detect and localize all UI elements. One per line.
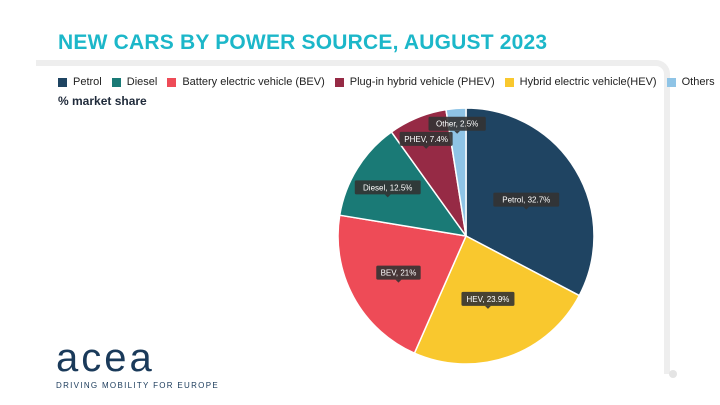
legend-swatch: [167, 77, 177, 87]
legend-label: Diesel: [126, 76, 158, 88]
data-label-box: [399, 131, 453, 146]
data-label-box: [461, 291, 515, 306]
legend-item: Plug-in hybrid vehicle (PHEV): [334, 76, 495, 88]
legend-label: Petrol: [73, 76, 102, 88]
data-label-text: Diesel, 12.5%: [363, 183, 412, 192]
data-label-box: [354, 180, 421, 195]
legend-item: Petrol: [58, 76, 102, 88]
acea-logo: acea DRIVING MOBILITY FOR EUROPE: [56, 338, 219, 390]
legend-label: Others: [681, 76, 715, 88]
legend-item: Hybrid electric vehicle(HEV): [504, 76, 657, 88]
chart-frame: [36, 60, 670, 374]
chart-subtitle: % market share: [58, 94, 147, 108]
legend-label: Hybrid electric vehicle(HEV): [519, 76, 657, 88]
data-label-pointer: [484, 305, 491, 309]
data-label-pointer: [454, 130, 461, 134]
legend-swatch: [334, 77, 344, 87]
data-label-pointer: [395, 279, 402, 283]
data-label-box: [376, 265, 421, 280]
data-label-bev: BEV, 21%: [376, 265, 421, 283]
legend-swatch: [504, 77, 514, 87]
data-label-pointer: [423, 145, 430, 149]
data-label-text: HEV, 23.9%: [467, 295, 510, 304]
logo-wordmark: acea: [56, 336, 155, 380]
legend-swatch: [666, 77, 676, 87]
data-label-petrol: Petrol, 32.7%: [493, 192, 560, 210]
frame-corner-dot: [669, 370, 677, 378]
legend-swatch: [111, 77, 121, 87]
data-label-pointer: [384, 194, 391, 198]
legend-label: Plug-in hybrid vehicle (PHEV): [349, 76, 495, 88]
data-label-text: Petrol, 32.7%: [502, 196, 550, 205]
pie-slice-bev: [337, 214, 468, 355]
data-label-box: [493, 192, 560, 207]
chart-title: NEW CARS BY POWER SOURCE, AUGUST 2023: [58, 31, 548, 54]
data-label-text: Other, 2.5%: [436, 120, 478, 129]
legend-item: Battery electric vehicle (BEV): [167, 76, 325, 88]
legend-item: Diesel: [111, 76, 158, 88]
chart-legend: Petrol Diesel Battery electric vehicle (BE…: [58, 74, 720, 90]
data-label-phev: PHEV, 7.4%: [399, 131, 453, 149]
legend-item: Others: [666, 76, 715, 88]
data-label-text: BEV, 21%: [381, 269, 417, 278]
data-label-pointer: [523, 206, 530, 210]
data-label-other: Other, 2.5%: [428, 116, 486, 134]
logo-tagline: DRIVING MOBILITY FOR EUROPE: [56, 381, 219, 390]
legend-label: Battery electric vehicle (BEV): [182, 76, 325, 88]
legend-swatch: [58, 77, 67, 87]
data-label-diesel: Diesel, 12.5%: [354, 180, 421, 198]
data-label-hev: HEV, 23.9%: [461, 291, 515, 309]
data-label-box: [428, 116, 486, 131]
data-label-text: PHEV, 7.4%: [404, 135, 448, 144]
